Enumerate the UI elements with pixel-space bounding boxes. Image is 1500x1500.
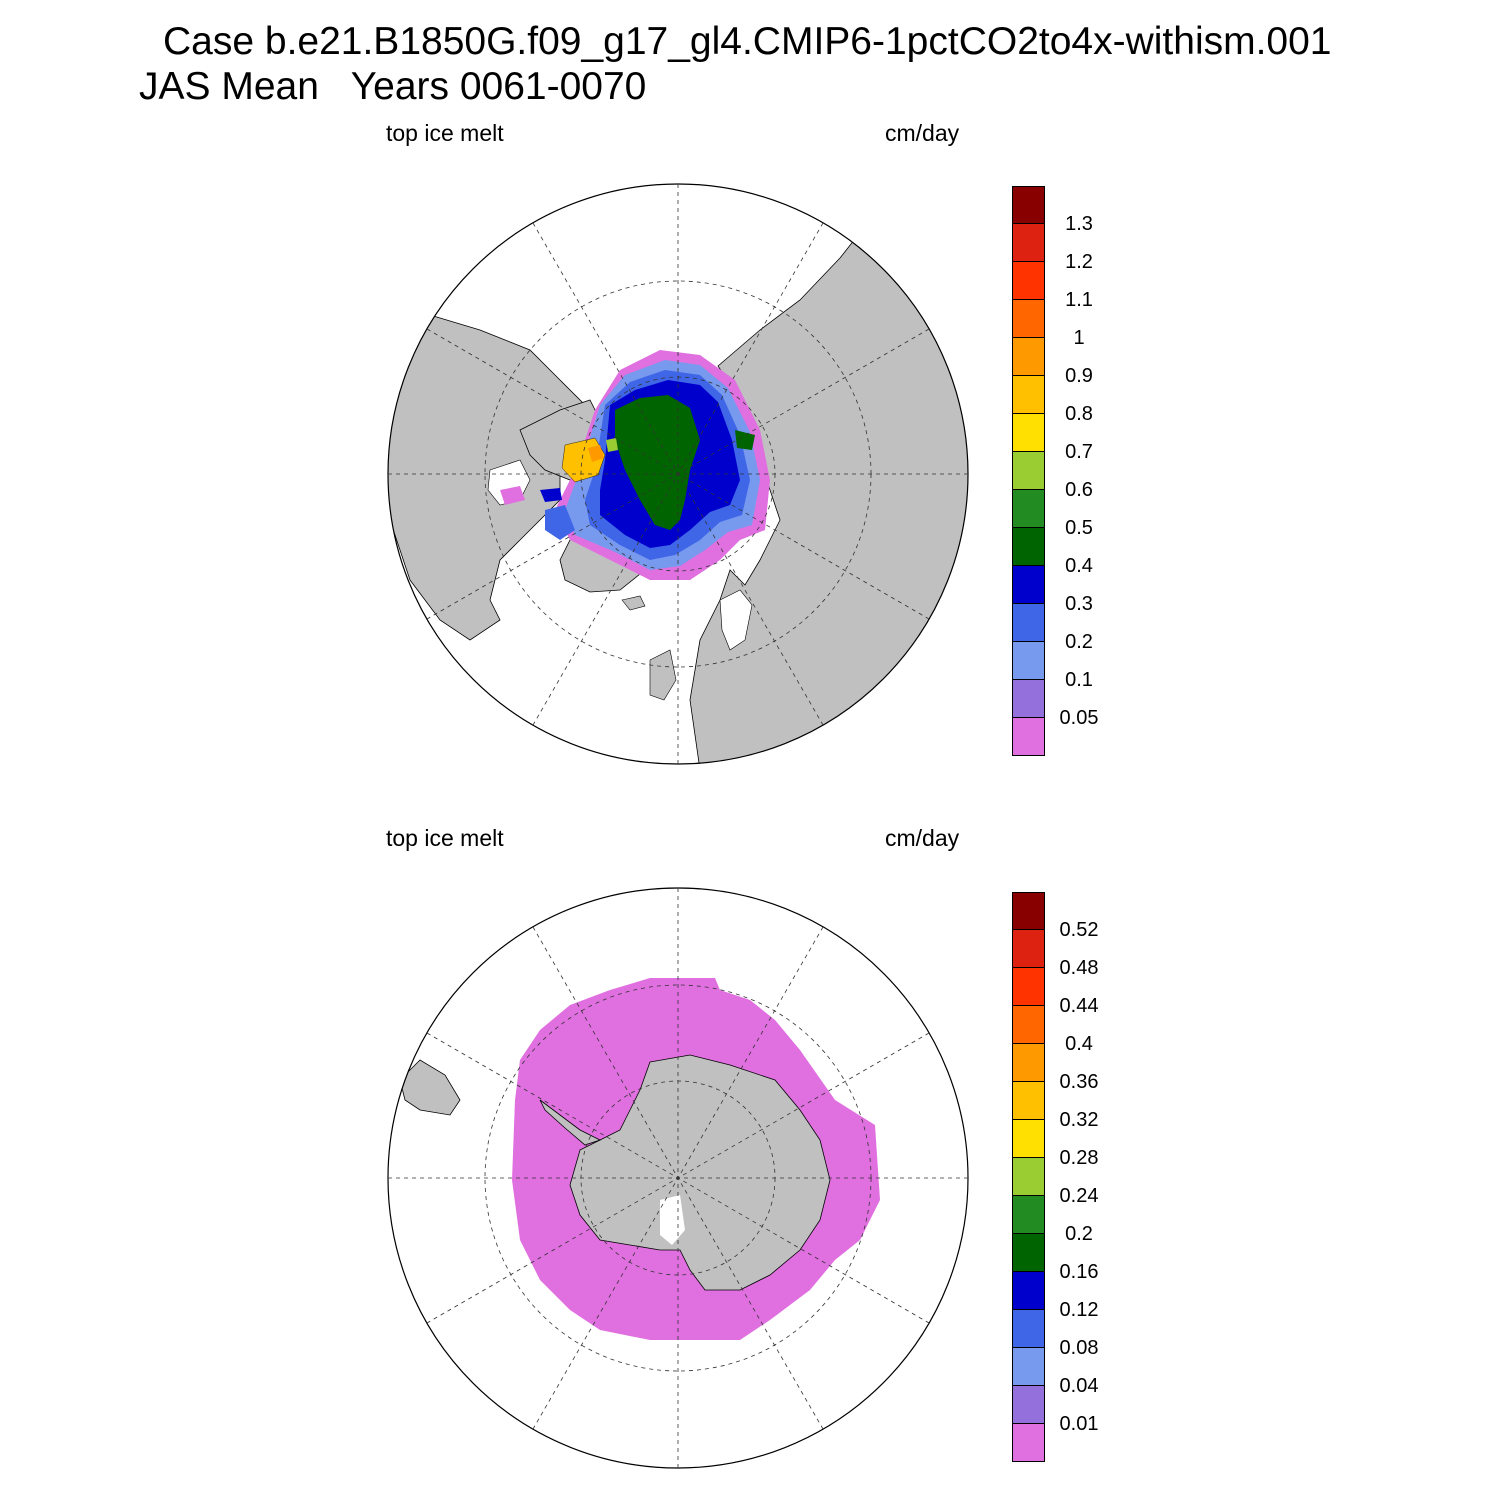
- colorbar-tick-label: 0.8: [1065, 403, 1093, 425]
- colorbar-tick-label: 0.4: [1065, 1033, 1093, 1055]
- british-isles: [649, 649, 677, 701]
- colorbar-tick-label: 0.32: [1059, 1109, 1099, 1131]
- colorbar-tick-label: 0.7: [1065, 441, 1093, 463]
- north-panel-right-label: cm/day: [885, 120, 960, 146]
- colorbar-cell: [1012, 892, 1045, 930]
- colorbar-tick-label: 0.6: [1065, 479, 1093, 501]
- colorbar-cell: [1012, 604, 1045, 642]
- south-america-tip: [399, 1059, 461, 1116]
- colorbar-tick-label: 0.52: [1059, 919, 1099, 941]
- south-panel-left-label: top ice melt: [386, 825, 504, 851]
- colorbar-cell: [1012, 262, 1045, 300]
- colorbar-cell: [1012, 528, 1045, 566]
- north-graticule: [388, 184, 968, 764]
- colorbar-cell: [1012, 968, 1045, 1006]
- colorbar-tick-label: 0.4: [1065, 555, 1093, 577]
- south-graticule: [388, 888, 968, 1468]
- colorbar-cell: [1012, 680, 1045, 718]
- colorbar-tick-label: 1: [1073, 327, 1085, 349]
- colorbar-cell: [1012, 718, 1045, 756]
- colorbar-cell: [1012, 1386, 1045, 1424]
- colorbar-cell: [1012, 1272, 1045, 1310]
- figure-title-line2: JAS Mean Years 0061-0070: [139, 65, 647, 108]
- colorbar-cell: [1012, 1234, 1045, 1272]
- south-panel-right-label: cm/day: [885, 825, 960, 851]
- colorbar-cell: [1012, 490, 1045, 528]
- colorbar-tick-label: 0.1: [1065, 669, 1093, 691]
- colorbar-tick-label: 1.1: [1065, 289, 1093, 311]
- colorbar-cell: [1012, 224, 1045, 262]
- colorbar-tick-label: 0.12: [1059, 1299, 1099, 1321]
- colorbar-cell: [1012, 300, 1045, 338]
- colorbar-cell: [1012, 642, 1045, 680]
- colorbar-tick-label: 0.3: [1065, 593, 1093, 615]
- colorbar-cell: [1012, 186, 1045, 224]
- figure-title-line1: Case b.e21.B1850G.f09_g17_gl4.CMIP6-1pct…: [163, 20, 1332, 63]
- colorbar-cell: [1012, 930, 1045, 968]
- colorbar-frame: [1012, 892, 1045, 1462]
- colorbar-tick-label: 0.08: [1059, 1337, 1099, 1359]
- colorbar-tick-label: 0.9: [1065, 365, 1093, 387]
- colorbar-tick-label: 0.28: [1059, 1147, 1099, 1169]
- colorbar-cell: [1012, 1310, 1045, 1348]
- colorbar-tick-label: 0.44: [1059, 995, 1099, 1017]
- colorbar-cell: [1012, 1424, 1045, 1462]
- iceland: [621, 595, 646, 611]
- colorbar-tick-label: 1.3: [1065, 213, 1093, 235]
- north-panel-left-label: top ice melt: [386, 120, 504, 146]
- colorbar-tick-label: 0.04: [1059, 1375, 1099, 1397]
- colorbar-cell: [1012, 1158, 1045, 1196]
- colorbar-cell: [1012, 1120, 1045, 1158]
- colorbar-cell: [1012, 1006, 1045, 1044]
- colorbar-cell: [1012, 1348, 1045, 1386]
- colorbar-tick-label: 0.2: [1065, 1223, 1093, 1245]
- colorbar-frame: [1012, 186, 1045, 756]
- colorbar-tick-label: 0.48: [1059, 957, 1099, 979]
- antarctic-peninsula: [539, 1099, 602, 1146]
- colorbar-cell: [1012, 376, 1045, 414]
- colorbar-cell: [1012, 452, 1045, 490]
- colorbar-cell: [1012, 1196, 1045, 1234]
- colorbar-cell: [1012, 1044, 1045, 1082]
- colorbar-tick-label: 0.2: [1065, 631, 1093, 653]
- colorbar-cell: [1012, 1082, 1045, 1120]
- colorbar-tick-label: 1.2: [1065, 251, 1093, 273]
- colorbar-cell: [1012, 338, 1045, 376]
- colorbar-tick-label: 0.05: [1059, 707, 1099, 729]
- colorbar-cell: [1012, 414, 1045, 452]
- colorbar-cell: [1012, 566, 1045, 604]
- colorbar-tick-label: 0.36: [1059, 1071, 1099, 1093]
- colorbar-tick-label: 0.01: [1059, 1413, 1099, 1435]
- colorbar-tick-label: 0.16: [1059, 1261, 1099, 1283]
- colorbar-tick-label: 0.24: [1059, 1185, 1099, 1207]
- colorbar-tick-label: 0.5: [1065, 517, 1093, 539]
